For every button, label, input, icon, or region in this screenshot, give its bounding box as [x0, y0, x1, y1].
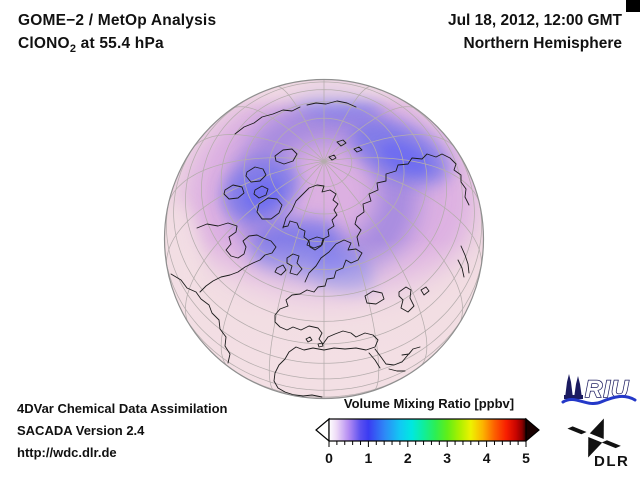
colorbar-under-arrow [315, 417, 330, 443]
colorbar-tick-label: 5 [522, 450, 530, 466]
graticule-meridian [323, 161, 380, 392]
region-text: Northern Hemisphere [463, 35, 622, 52]
globe-map [163, 78, 485, 400]
graticule-parallel [268, 117, 380, 215]
globe-limb [163, 78, 485, 400]
graticule-parallel [220, 89, 428, 270]
coast-siberia [354, 153, 470, 247]
coast-alaska-chukotka [234, 100, 357, 135]
coast-iceland [306, 236, 325, 249]
pressure-level: at 55.4 hPa [76, 35, 164, 52]
coast-asia-east-limb [457, 245, 470, 278]
graticule-parallel [173, 127, 475, 345]
riu-wave-icon [561, 394, 637, 405]
graticule-meridian [323, 161, 428, 368]
page-title: GOME−2 / MetOp Analysis ClONO2 at 55.4 h… [18, 9, 216, 61]
graticule-meridian [185, 161, 325, 326]
riu-cathedral-icon [564, 374, 583, 399]
coast-british-isles [274, 253, 303, 276]
header-right: Jul 18, 2012, 12:00 GMT Northern Hemisph… [448, 9, 622, 55]
colorbar-tick-label: 2 [404, 450, 412, 466]
colorbar-tick-label: 0 [325, 450, 333, 466]
graticule-parallel [185, 79, 463, 322]
coast-scandinavia [304, 239, 363, 293]
coast-south-america [170, 273, 231, 364]
product-title: GOME−2 / MetOp Analysis [18, 12, 217, 29]
colorbar-over-arrow [525, 417, 540, 443]
credits: 4DVar Chemical Data Assimilation SACADA … [17, 398, 228, 464]
coast-red-sea-arabia [368, 346, 421, 372]
graticule-meridian [275, 85, 325, 162]
graticule-meridian [220, 161, 325, 368]
dlr-text: DLR [594, 453, 629, 468]
graticule-meridian [166, 161, 325, 269]
colorbar-tick-label: 3 [443, 450, 451, 466]
credit-line-2: SACADA Version 2.4 [17, 423, 145, 438]
species-subscript: 2 [69, 43, 77, 56]
credit-line-1: 4DVar Chemical Data Assimilation [17, 401, 228, 416]
coast-europe-africa [273, 289, 379, 398]
colorbar-bar [328, 418, 527, 442]
coast-north-america [196, 222, 277, 293]
dlr-logo: DLR [567, 418, 629, 468]
colorbar-tick-label: 4 [483, 450, 491, 466]
coast-med-islands [305, 336, 324, 348]
graticule-meridian [323, 85, 373, 162]
graticule-parallel [243, 101, 405, 243]
graticule-meridian [323, 161, 482, 269]
coast-caspian-aral [398, 286, 430, 313]
graticule-meridian [323, 106, 419, 162]
graticule-parallel [201, 81, 447, 297]
graticule-meridian [268, 161, 325, 392]
coastlines [170, 100, 470, 398]
graticule-parallel [166, 182, 482, 364]
graticule-meridian [323, 161, 463, 326]
colorbar-tick-label: 1 [365, 450, 373, 466]
colorbar-title: Volume Mixing Ratio [ppbv] [343, 396, 515, 411]
graticule-meridian [323, 134, 458, 162]
credit-line-3: http://wdc.dlr.de [17, 445, 117, 460]
graticule-parallel [175, 299, 473, 391]
corner-marker [626, 0, 640, 12]
colorbar-labels: 0 1 2 3 4 5 [325, 450, 530, 466]
coast-greenland [282, 184, 339, 251]
coast-canadian-arctic-islands [223, 148, 298, 220]
riu-logo: RIU [561, 374, 637, 405]
graticule-meridian [190, 134, 325, 162]
coast-black-sea [364, 290, 385, 305]
dlr-star-icon [567, 418, 621, 458]
datetime-text: Jul 18, 2012, 12:00 GMT [447, 12, 622, 29]
species-name: ClONO [18, 35, 70, 52]
species-level-line: ClONO2 at 55.4 hPa [18, 32, 216, 61]
colorbar: 0 1 2 3 4 5 [315, 417, 540, 466]
colorbar-ticks [328, 441, 527, 447]
graticule-parallel [164, 243, 484, 380]
coast-svalbard-islands [328, 139, 363, 161]
